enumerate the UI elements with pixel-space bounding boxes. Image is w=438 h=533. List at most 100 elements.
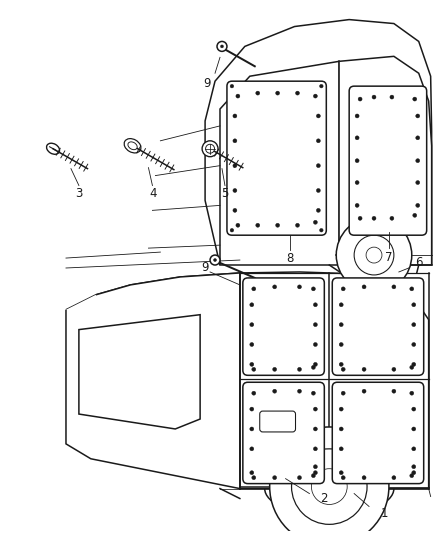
Circle shape — [366, 247, 382, 263]
Circle shape — [416, 159, 420, 163]
Circle shape — [355, 114, 359, 118]
Circle shape — [341, 475, 345, 480]
Circle shape — [276, 223, 279, 227]
Circle shape — [410, 391, 414, 395]
Circle shape — [273, 475, 277, 480]
Circle shape — [252, 367, 256, 372]
Circle shape — [392, 285, 396, 289]
Circle shape — [412, 322, 416, 327]
Circle shape — [412, 465, 416, 469]
Circle shape — [358, 97, 362, 101]
Circle shape — [217, 42, 227, 51]
Circle shape — [311, 474, 315, 478]
Circle shape — [297, 285, 301, 289]
Circle shape — [250, 471, 254, 475]
Circle shape — [314, 220, 318, 224]
Circle shape — [390, 95, 394, 99]
Circle shape — [314, 94, 318, 98]
FancyBboxPatch shape — [332, 382, 424, 483]
Circle shape — [355, 159, 359, 163]
Circle shape — [410, 365, 414, 369]
Circle shape — [372, 95, 376, 99]
Circle shape — [250, 427, 254, 431]
FancyBboxPatch shape — [243, 278, 324, 375]
Circle shape — [311, 469, 347, 504]
Circle shape — [297, 389, 301, 393]
Circle shape — [311, 365, 315, 369]
Circle shape — [392, 367, 396, 372]
Circle shape — [220, 45, 223, 48]
Circle shape — [362, 475, 366, 480]
Ellipse shape — [202, 141, 218, 157]
Circle shape — [413, 97, 417, 101]
Circle shape — [210, 255, 220, 265]
Circle shape — [250, 303, 254, 307]
Circle shape — [354, 235, 394, 275]
Circle shape — [252, 475, 256, 480]
Text: 6: 6 — [415, 255, 423, 269]
FancyBboxPatch shape — [243, 382, 324, 483]
Ellipse shape — [124, 139, 141, 153]
Circle shape — [233, 114, 237, 118]
Ellipse shape — [205, 144, 215, 153]
Circle shape — [273, 285, 277, 289]
Circle shape — [341, 391, 345, 395]
Circle shape — [311, 391, 315, 395]
Circle shape — [339, 322, 343, 327]
Circle shape — [316, 208, 320, 212]
Text: 2: 2 — [321, 492, 328, 505]
Circle shape — [314, 362, 318, 366]
Circle shape — [358, 216, 362, 220]
Circle shape — [339, 407, 343, 411]
Text: 5: 5 — [221, 187, 229, 200]
FancyBboxPatch shape — [260, 411, 296, 432]
Text: 1: 1 — [380, 507, 388, 520]
Circle shape — [296, 91, 300, 95]
Circle shape — [412, 343, 416, 346]
Circle shape — [314, 427, 318, 431]
Circle shape — [314, 471, 318, 475]
Circle shape — [250, 362, 254, 366]
Circle shape — [233, 139, 237, 143]
Circle shape — [314, 407, 318, 411]
Circle shape — [413, 213, 417, 217]
Text: 4: 4 — [150, 187, 157, 200]
Ellipse shape — [128, 142, 137, 150]
Text: 7: 7 — [385, 251, 392, 263]
Circle shape — [250, 343, 254, 346]
Circle shape — [311, 287, 315, 291]
Circle shape — [355, 204, 359, 207]
Circle shape — [339, 471, 343, 475]
Circle shape — [314, 447, 318, 451]
Circle shape — [296, 223, 300, 227]
Circle shape — [392, 389, 396, 393]
Circle shape — [372, 216, 376, 220]
Circle shape — [316, 189, 320, 192]
Circle shape — [250, 322, 254, 327]
Circle shape — [416, 181, 420, 184]
Circle shape — [233, 164, 237, 168]
Circle shape — [273, 389, 277, 393]
Circle shape — [339, 343, 343, 346]
Circle shape — [230, 84, 234, 88]
Circle shape — [292, 449, 367, 524]
Circle shape — [256, 91, 260, 95]
Circle shape — [252, 391, 256, 395]
Circle shape — [256, 223, 260, 227]
Circle shape — [320, 84, 323, 88]
Circle shape — [410, 474, 414, 478]
Circle shape — [230, 229, 234, 232]
Circle shape — [336, 217, 412, 293]
Circle shape — [392, 475, 396, 480]
Circle shape — [341, 287, 345, 291]
Text: 9: 9 — [203, 77, 211, 90]
Circle shape — [362, 389, 366, 393]
Text: 3: 3 — [75, 187, 83, 200]
Circle shape — [410, 287, 414, 291]
Circle shape — [214, 259, 216, 262]
Circle shape — [416, 136, 420, 140]
Circle shape — [362, 285, 366, 289]
Circle shape — [412, 447, 416, 451]
Circle shape — [412, 362, 416, 366]
Polygon shape — [66, 272, 429, 489]
